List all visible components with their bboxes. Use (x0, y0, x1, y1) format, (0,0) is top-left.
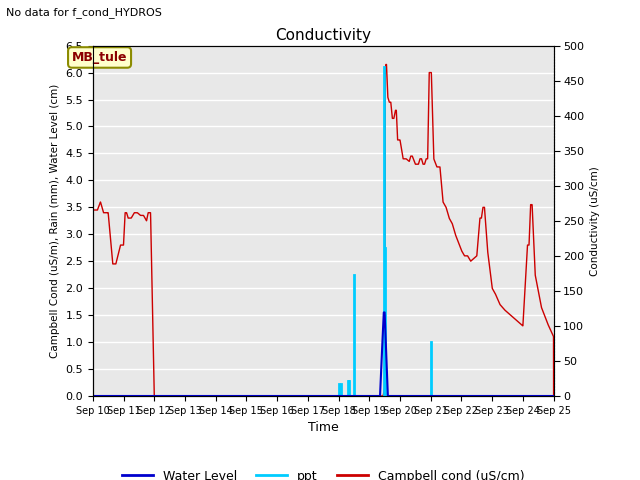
Legend: Water Level, ppt, Campbell cond (uS/cm): Water Level, ppt, Campbell cond (uS/cm) (117, 465, 529, 480)
Title: Conductivity: Conductivity (275, 28, 371, 43)
Text: No data for f_cond_HYDROS: No data for f_cond_HYDROS (6, 7, 163, 18)
Text: MB_tule: MB_tule (72, 51, 127, 64)
X-axis label: Time: Time (308, 421, 339, 434)
Y-axis label: Campbell Cond (uS/m), Rain (mm), Water Level (cm): Campbell Cond (uS/m), Rain (mm), Water L… (50, 84, 60, 358)
Y-axis label: Conductivity (uS/cm): Conductivity (uS/cm) (590, 166, 600, 276)
